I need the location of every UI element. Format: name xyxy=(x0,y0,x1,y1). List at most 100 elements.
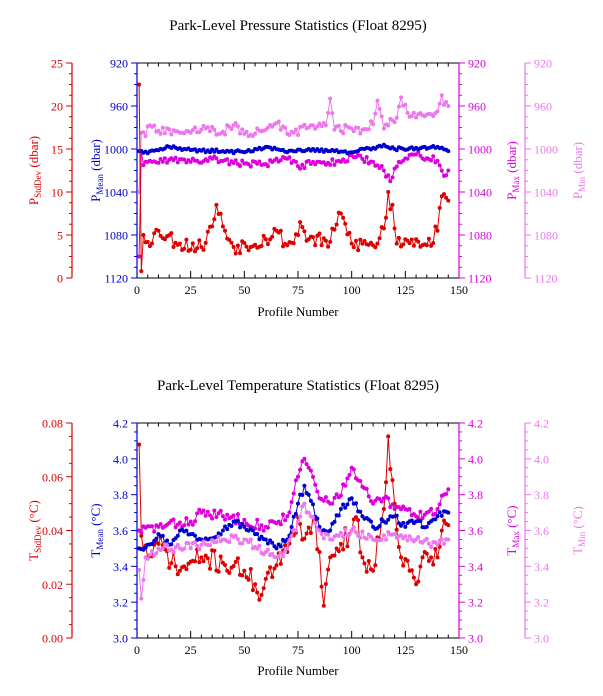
pressure-stddev-point xyxy=(162,237,167,242)
temperature-min-tick-label: 3.4 xyxy=(534,560,549,574)
temperature-mean-point xyxy=(270,540,275,545)
pressure-stddev-point xyxy=(396,235,401,240)
temperature-stddev-point xyxy=(332,553,337,558)
pressure-mean-point xyxy=(214,147,219,152)
pressure-min-point xyxy=(193,125,197,130)
pressure-min-point xyxy=(162,131,167,136)
temperature-max-point xyxy=(188,519,193,524)
pressure-stddev-point xyxy=(278,228,283,233)
pressure-min-point xyxy=(235,124,240,129)
pressure-stddev-point xyxy=(300,225,305,230)
pressure-max-point xyxy=(405,156,410,161)
pressure-stddev-point xyxy=(139,269,144,274)
temperature-stddev-point xyxy=(223,563,227,567)
temperature-stddev-tick-label: 0.06 xyxy=(42,470,63,484)
pressure-stddev-point xyxy=(137,82,142,87)
pressure-max-point xyxy=(306,158,311,163)
pressure-stddev-point xyxy=(177,241,182,246)
temperature-min-tick-label: 4.2 xyxy=(534,417,549,431)
pressure-chart-title: Park-Level Pressure Statistics (Float 82… xyxy=(169,18,426,34)
temperature-stddev-point xyxy=(137,442,142,447)
pressure-max-point xyxy=(165,160,170,165)
temperature-x-tick-label: 125 xyxy=(396,643,414,657)
pressure-min-point xyxy=(220,129,225,134)
temperature-min-point xyxy=(354,530,358,535)
pressure-max-point xyxy=(431,154,436,159)
temperature-stddev-point xyxy=(446,523,451,528)
temperature-mean-point xyxy=(401,521,406,525)
temperature-min-point xyxy=(248,537,253,542)
temperature-stddev-point xyxy=(439,528,444,533)
pressure-min-point xyxy=(411,110,416,115)
pressure-stddev-point xyxy=(437,205,442,210)
temperature-mean-point xyxy=(437,510,442,515)
pressure-min-point xyxy=(238,131,242,136)
temperature-min-point xyxy=(439,537,444,542)
temperature-stddev-point xyxy=(317,550,322,554)
temperature-stddev-point xyxy=(268,565,273,570)
pressure-stddev-point xyxy=(407,241,412,246)
temperature-max-point xyxy=(177,520,182,525)
pressure-stddev-point xyxy=(416,239,421,244)
temperature-stddev-point xyxy=(261,586,266,591)
temperature-min-point xyxy=(216,534,221,539)
temperature-mean-point xyxy=(354,501,358,506)
pressure-max-point xyxy=(162,156,167,161)
pressure-max-tick-label: 920 xyxy=(468,57,486,71)
temperature-max-point xyxy=(291,491,296,496)
temperature-max-point xyxy=(446,487,451,492)
pressure-stddev-point xyxy=(238,251,242,256)
pressure-min-point xyxy=(302,122,307,127)
temperature-stddev-point xyxy=(426,559,431,563)
pressure-min-point xyxy=(435,109,440,114)
temperature-min-tick-label: 4.0 xyxy=(534,452,549,466)
temperature-stddev-point xyxy=(169,561,174,566)
pressure-max-point xyxy=(379,164,384,168)
pressure-max-point xyxy=(188,159,193,164)
temperature-x-axis-label: Profile Number xyxy=(257,663,339,678)
temperature-max-point xyxy=(214,515,219,519)
pressure-stddev-tick-label: 15 xyxy=(51,143,63,157)
temperature-mean-point xyxy=(394,513,399,518)
temperature-min-point xyxy=(137,567,142,572)
temperature-min-tick-label: 3.0 xyxy=(534,632,549,646)
pressure-stddev-point xyxy=(302,229,307,234)
temperature-min-point xyxy=(407,534,412,539)
temperature-x-tick-label: 75 xyxy=(292,643,304,657)
pressure-stddev-point xyxy=(356,248,361,253)
pressure-x-axis-label: Profile Number xyxy=(257,304,339,319)
pressure-max-point xyxy=(439,168,444,173)
pressure-max-point xyxy=(362,160,367,164)
pressure-max-point xyxy=(231,161,236,165)
temperature-min-point xyxy=(182,546,187,551)
pressure-min-point xyxy=(160,125,165,130)
pressure-min-point xyxy=(287,133,292,137)
temperature-stddev-point xyxy=(216,569,221,574)
temperature-max-point xyxy=(190,522,195,527)
temperature-max-point xyxy=(182,523,187,528)
temperature-stddev-point xyxy=(208,566,212,571)
temperature-mean-point xyxy=(386,517,391,522)
pressure-max-point xyxy=(394,164,399,169)
pressure-min-point xyxy=(386,123,391,128)
pressure-min-point xyxy=(377,106,382,111)
temperature-stddev-point xyxy=(270,575,275,580)
temperature-mean-point xyxy=(446,510,451,515)
temperature-max-point xyxy=(278,522,283,527)
pressure-min-point xyxy=(152,123,157,128)
pressure-min-point xyxy=(283,125,288,130)
pressure-stddev-point xyxy=(188,247,193,252)
temperature-max-point xyxy=(186,522,191,527)
temperature-max-point xyxy=(265,525,270,530)
pressure-stddev-point xyxy=(197,238,202,243)
temperature-max-point xyxy=(218,508,223,513)
temperature-max-point xyxy=(364,486,369,491)
temperature-max-point xyxy=(212,508,217,513)
temperature-max-point xyxy=(416,516,421,521)
temperature-stddev-point xyxy=(175,572,180,577)
pressure-min-point xyxy=(341,131,346,136)
temperature-stddev-point xyxy=(182,564,187,569)
temperature-min-point xyxy=(208,543,212,548)
temperature-min-tick-label: 3.2 xyxy=(534,596,549,610)
temperature-stddev-point xyxy=(177,568,182,573)
